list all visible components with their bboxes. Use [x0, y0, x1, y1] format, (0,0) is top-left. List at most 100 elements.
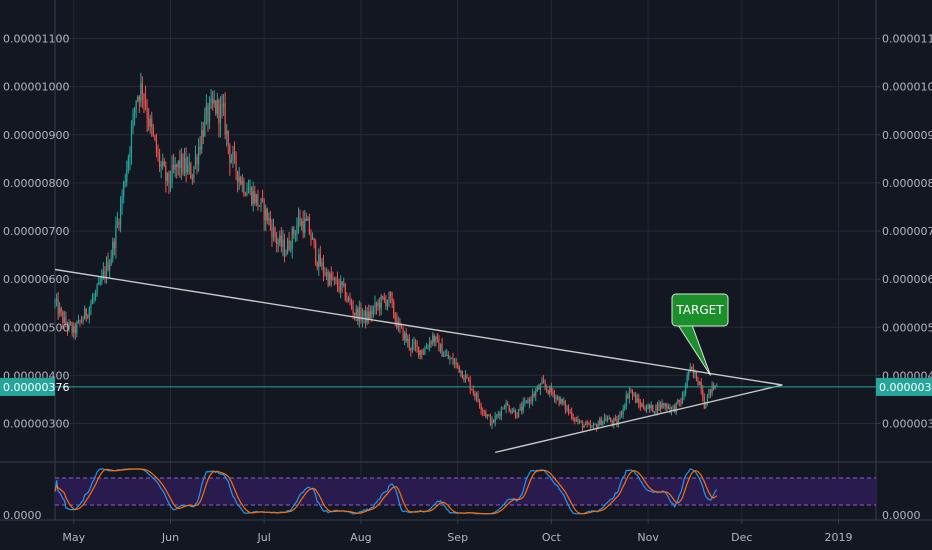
candle[interactable]: [222, 94, 225, 116]
candle[interactable]: [243, 177, 245, 197]
candle[interactable]: [171, 155, 173, 189]
candle[interactable]: [173, 153, 175, 174]
candle[interactable]: [605, 414, 607, 422]
candle[interactable]: [57, 291, 59, 321]
candle[interactable]: [430, 339, 432, 348]
candle[interactable]: [66, 321, 69, 336]
candle[interactable]: [560, 396, 562, 405]
candle[interactable]: [414, 338, 417, 352]
candle[interactable]: [343, 277, 345, 288]
candle[interactable]: [469, 375, 471, 395]
trendline-support[interactable]: [494, 384, 783, 454]
candle[interactable]: [193, 165, 195, 184]
candle[interactable]: [121, 189, 123, 215]
candle[interactable]: [485, 409, 487, 419]
candle[interactable]: [499, 411, 501, 420]
candle[interactable]: [347, 295, 350, 303]
candle[interactable]: [450, 357, 453, 360]
candle[interactable]: [436, 333, 439, 343]
candle[interactable]: [213, 90, 215, 108]
candle[interactable]: [660, 401, 662, 413]
candle[interactable]: [483, 409, 485, 417]
candle[interactable]: [143, 92, 145, 114]
candle[interactable]: [700, 377, 702, 395]
candle[interactable]: [73, 322, 75, 339]
candle[interactable]: [553, 390, 556, 403]
candle[interactable]: [365, 305, 367, 329]
candle[interactable]: [405, 328, 407, 343]
candle[interactable]: [614, 414, 616, 422]
candle[interactable]: [572, 413, 574, 422]
candle[interactable]: [711, 381, 713, 396]
candle[interactable]: [302, 210, 304, 239]
candle[interactable]: [597, 420, 599, 429]
candle[interactable]: [488, 414, 490, 417]
candle[interactable]: [639, 399, 641, 411]
candle[interactable]: [310, 229, 312, 246]
candle[interactable]: [249, 179, 251, 196]
candle[interactable]: [492, 419, 495, 424]
candle[interactable]: [575, 416, 577, 423]
candle[interactable]: [681, 391, 684, 405]
candle[interactable]: [105, 256, 108, 284]
candle[interactable]: [703, 393, 705, 410]
candle[interactable]: [316, 261, 318, 271]
candle[interactable]: [332, 271, 334, 281]
candle[interactable]: [580, 420, 582, 424]
candle[interactable]: [85, 307, 87, 322]
candle[interactable]: [308, 213, 311, 236]
candle[interactable]: [87, 314, 89, 320]
candle[interactable]: [224, 92, 226, 140]
candle[interactable]: [96, 282, 98, 297]
candle[interactable]: [655, 404, 657, 416]
candle[interactable]: [628, 386, 630, 404]
candle[interactable]: [517, 408, 520, 418]
candle[interactable]: [377, 299, 379, 311]
candle[interactable]: [260, 197, 262, 212]
candle[interactable]: [112, 237, 114, 263]
candle[interactable]: [661, 399, 663, 410]
candle[interactable]: [463, 374, 465, 383]
candle[interactable]: [675, 402, 677, 416]
candle[interactable]: [591, 424, 593, 429]
candle[interactable]: [219, 96, 222, 138]
candle[interactable]: [558, 395, 560, 407]
candle[interactable]: [447, 351, 449, 360]
candle[interactable]: [393, 298, 395, 319]
candle[interactable]: [571, 407, 573, 420]
candle[interactable]: [263, 198, 265, 231]
candle[interactable]: [530, 395, 532, 405]
candle[interactable]: [336, 271, 339, 292]
candle[interactable]: [324, 267, 326, 277]
candle[interactable]: [443, 351, 445, 358]
candle[interactable]: [113, 238, 115, 256]
candle[interactable]: [688, 370, 690, 381]
candle[interactable]: [126, 160, 128, 187]
candle[interactable]: [630, 388, 632, 394]
candle[interactable]: [606, 415, 609, 423]
candle[interactable]: [407, 334, 409, 348]
candle[interactable]: [564, 400, 566, 414]
candle[interactable]: [622, 404, 624, 419]
candle[interactable]: [149, 114, 151, 134]
candle[interactable]: [62, 310, 64, 330]
candle[interactable]: [532, 388, 534, 406]
candle[interactable]: [588, 421, 590, 425]
candle[interactable]: [340, 275, 342, 299]
candle[interactable]: [563, 397, 565, 406]
candle[interactable]: [197, 138, 200, 172]
x-axis[interactable]: May Jun Jul Aug Sep Oct Nov Dec 2019: [62, 520, 853, 544]
candle[interactable]: [494, 411, 496, 427]
candle[interactable]: [383, 292, 385, 304]
candle[interactable]: [59, 302, 61, 318]
candle[interactable]: [500, 406, 502, 421]
candle[interactable]: [458, 365, 460, 374]
candle[interactable]: [132, 108, 134, 135]
candle[interactable]: [429, 336, 431, 352]
candle[interactable]: [510, 408, 512, 415]
candle[interactable]: [586, 419, 588, 428]
candle[interactable]: [380, 294, 382, 316]
candle[interactable]: [461, 370, 463, 379]
candle[interactable]: [338, 278, 340, 294]
candle[interactable]: [683, 390, 685, 401]
